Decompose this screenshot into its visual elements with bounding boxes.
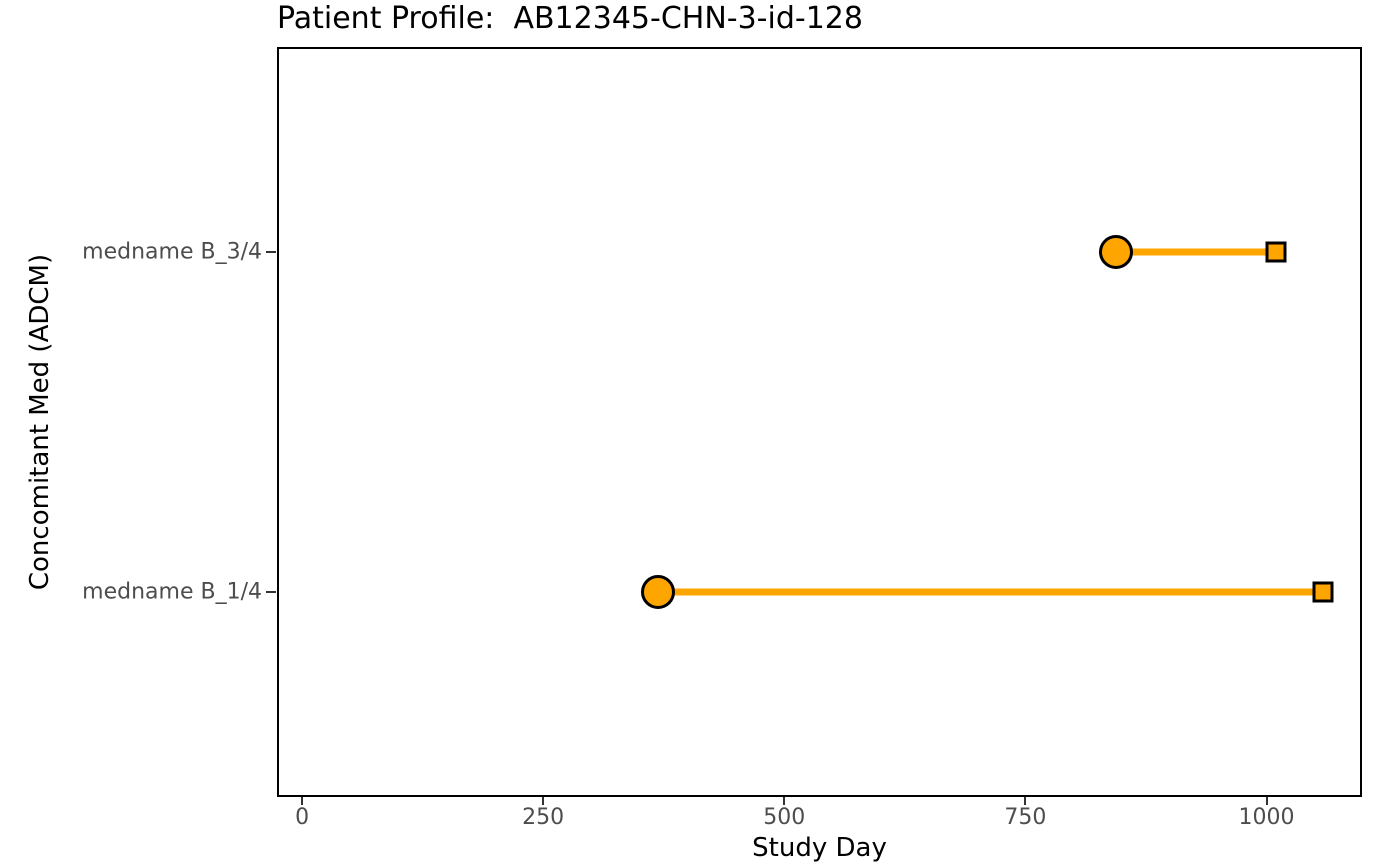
end-square-marker bbox=[1312, 581, 1334, 603]
x-tick-label: 250 bbox=[522, 805, 565, 830]
x-tick-mark bbox=[301, 797, 304, 805]
x-tick-mark bbox=[783, 797, 786, 805]
y-axis: medname B_1/4 medname B_3/4 bbox=[0, 47, 277, 797]
x-tick-label: 500 bbox=[763, 805, 806, 830]
start-circle-marker bbox=[1098, 235, 1133, 270]
x-tick-mark bbox=[542, 797, 545, 805]
y-tick-mark bbox=[266, 591, 276, 594]
y-tick-mark bbox=[266, 250, 276, 253]
segment-line bbox=[1115, 248, 1277, 256]
start-circle-marker bbox=[640, 574, 675, 609]
x-tick-mark bbox=[1024, 797, 1027, 805]
y-tick-label: medname B_1/4 bbox=[82, 579, 262, 605]
y-tick-label: medname B_3/4 bbox=[82, 239, 262, 265]
segment-line bbox=[657, 588, 1324, 596]
x-tick-label: 1000 bbox=[1238, 805, 1295, 830]
x-tick-label: 0 bbox=[295, 805, 310, 830]
plot-panel bbox=[277, 47, 1362, 797]
x-tick-label: 750 bbox=[1004, 805, 1047, 830]
x-tick-mark bbox=[1265, 797, 1268, 805]
chart-title: Patient Profile: AB12345-CHN-3-id-128 bbox=[277, 1, 863, 36]
x-axis: 0 250 500 750 1000 bbox=[277, 797, 1362, 837]
end-square-marker bbox=[1265, 241, 1287, 263]
x-axis-title: Study Day bbox=[752, 833, 887, 863]
